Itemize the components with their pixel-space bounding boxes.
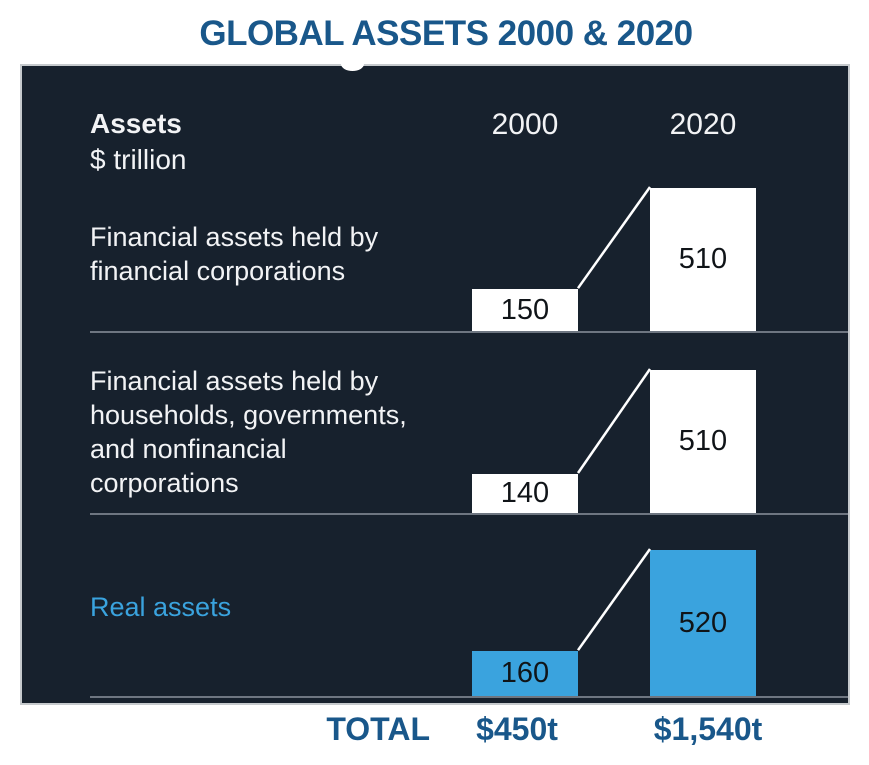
row-label-financial-corporations: Financial assets held by financial corpo…	[90, 222, 379, 286]
connector-line-row2	[576, 368, 652, 474]
totals-row: TOTAL $450t $1,540t	[0, 711, 869, 755]
bar-value-row1-2000: 150	[500, 293, 550, 326]
bar-value-row2-2000: 140	[500, 477, 550, 509]
row-separator	[90, 513, 848, 515]
page-title: GLOBAL ASSETS 2000 & 2020	[199, 14, 693, 53]
assets-header-title: Assets	[90, 108, 182, 139]
bar-value-row2-2020: 510	[678, 425, 728, 457]
connector-line-row3	[576, 548, 652, 651]
bar-row3-2020: 520	[650, 550, 756, 696]
bar-value-row3-2000: 160	[500, 657, 550, 689]
column-header-2020: 2020	[669, 108, 737, 141]
connector-line-row1	[576, 186, 652, 289]
bar-row2-2000: 140	[472, 474, 578, 513]
bar-row1-2000: 150	[472, 289, 578, 331]
bar-row2-2020: 510	[650, 370, 756, 513]
panel-header: Assets $ trillion	[90, 106, 186, 178]
bar-value-row3-2020: 520	[678, 606, 728, 639]
bar-value-row1-2020: 510	[678, 243, 728, 275]
letter-descender-artifact	[341, 57, 364, 71]
total-value-2020: $1,540t	[653, 711, 763, 747]
row-separator	[90, 331, 848, 333]
row-separator	[90, 696, 848, 698]
row-label-households-governments: Financial assets held by households, gov…	[90, 366, 407, 498]
bar-row3-2000: 160	[472, 651, 578, 696]
total-value-2000: $450t	[476, 711, 558, 747]
total-label: TOTAL	[326, 711, 430, 747]
column-header-2000: 2000	[491, 108, 559, 141]
bar-row1-2020: 510	[650, 188, 756, 331]
row-label-real-assets: Real assets	[90, 592, 232, 622]
chart-panel: Assets $ trillion 2000 2020 Financial as…	[20, 57, 850, 705]
assets-header-unit: $ trillion	[90, 144, 187, 175]
